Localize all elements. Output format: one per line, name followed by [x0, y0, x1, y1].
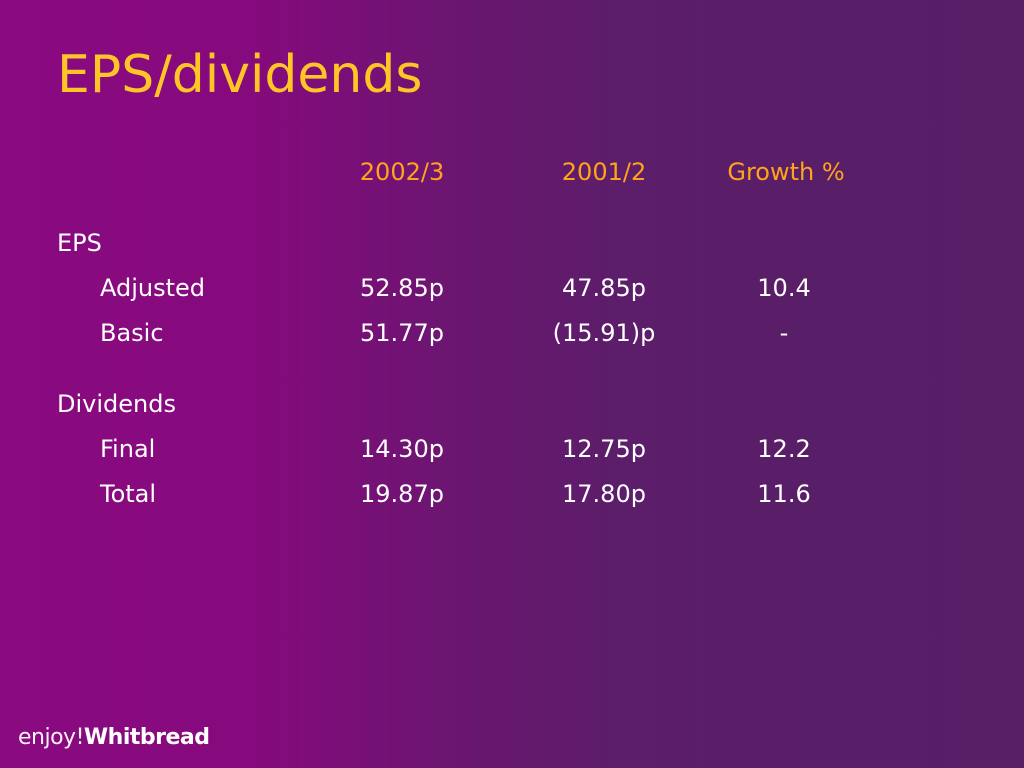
cell-adjusted-growth: 10.4: [757, 274, 811, 302]
cell-basic-2002-3: 51.77p: [360, 319, 444, 347]
section-label-eps: EPS: [57, 229, 102, 257]
cell-basic-2001-2: (15.91)p: [552, 319, 656, 347]
column-header-2002-3: 2002/3: [359, 158, 445, 186]
cell-final-2001-2: 12.75p: [562, 435, 646, 463]
cell-adjusted-2001-2: 47.85p: [562, 274, 646, 302]
slide-title: EPS/dividends: [57, 45, 423, 105]
cell-total-2002-3: 19.87p: [360, 480, 444, 508]
row-label-total: Total: [100, 480, 157, 508]
section-label-dividends: Dividends: [57, 390, 176, 418]
logo-brand: Whitbread: [83, 725, 210, 750]
cell-basic-growth: -: [779, 319, 789, 347]
row-label-adjusted: Adjusted: [100, 274, 206, 302]
whitbread-logo: enjoy! Whitbread: [18, 725, 210, 757]
cell-final-2002-3: 14.30p: [360, 435, 444, 463]
cell-adjusted-2002-3: 52.85p: [360, 274, 444, 302]
cell-total-growth: 11.6: [757, 480, 811, 508]
cell-final-growth: 12.2: [757, 435, 811, 463]
logo-prefix: enjoy!: [18, 725, 84, 750]
row-label-basic: Basic: [100, 319, 164, 347]
column-header-2001-2: 2001/2: [561, 158, 647, 186]
row-label-final: Final: [100, 435, 156, 463]
column-header-growth: Growth %: [727, 158, 845, 186]
cell-total-2001-2: 17.80p: [562, 480, 646, 508]
